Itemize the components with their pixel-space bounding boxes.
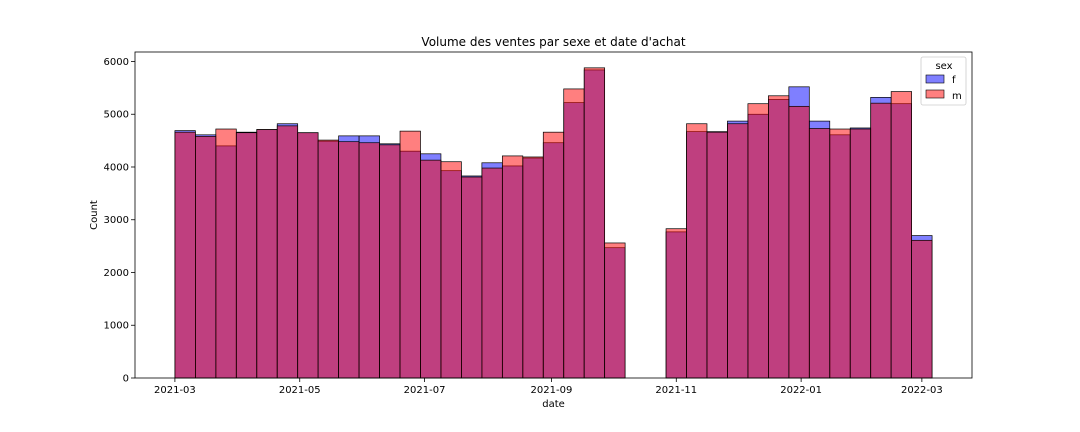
bar-m-2021-08-28 [542, 131, 565, 379]
bar-m-2022-01-25 [849, 128, 872, 379]
chart-title: Volume des ventes par sexe et date d'ach… [421, 35, 685, 49]
bar-m-2021-07-09 [440, 161, 462, 379]
y-tick-label-5: 5000 [104, 110, 129, 121]
bar-m-2021-06-19 [399, 130, 421, 379]
bar-m-2021-12-06 [747, 103, 769, 379]
y-tick-label-2: 2000 [104, 268, 129, 279]
legend-label-f: f [952, 75, 956, 86]
bar-m-2021-07-19 [461, 176, 483, 379]
y-tick-label-3: 3000 [104, 215, 129, 226]
x-axis: 2021-03 2021-05 2021-07 2021-09 2021-11 2022-… [154, 378, 943, 396]
bar-m-2021-04-30 [297, 132, 319, 379]
x-tick-label-2: 2021-07 [404, 385, 446, 396]
bar-m-2021-09-07 [563, 88, 585, 379]
legend-label-m: m [952, 91, 962, 102]
x-tick-label-1: 2021-05 [279, 385, 321, 396]
bar-m-2021-12-16 [768, 95, 790, 379]
y-axis-label: Count [89, 200, 100, 230]
bar-m-2022-02-24 [911, 239, 933, 379]
x-axis-label: date [542, 399, 565, 410]
bar-m-2021-06-29 [420, 159, 442, 379]
legend: sex f m [920, 56, 967, 106]
bar-m-2021-05-30 [358, 142, 380, 379]
plot-frame [134, 51, 973, 379]
y-tick-label-1: 1000 [104, 321, 129, 332]
bar-m-2022-01-05 [808, 128, 831, 379]
bar-m-2022-02-14 [890, 91, 912, 379]
x-tick-label-4: 2021-11 [655, 385, 697, 396]
bar-m-2021-09-27 [604, 242, 626, 379]
bar-m-2021-07-29 [481, 167, 503, 379]
bars-layer [174, 67, 933, 379]
bar-m-2021-08-08 [501, 155, 524, 379]
x-tick-label-6: 2022-03 [901, 385, 943, 396]
bar-m-2021-06-09 [379, 144, 401, 379]
bar-m-2021-09-17 [583, 67, 606, 379]
y-tick-label-0: 0 [123, 374, 129, 385]
x-tick-label-0: 2021-03 [154, 385, 196, 396]
bar-m-2021-05-10 [317, 139, 339, 379]
x-tick-label-5: 2022-01 [780, 385, 822, 396]
bar-m-2021-12-26 [788, 105, 810, 379]
x-tick-label-3: 2021-09 [531, 385, 573, 396]
y-axis: 0 1000 2000 3000 4000 5000 6000 [104, 57, 135, 385]
legend-title: sex [935, 61, 952, 72]
bar-m-2021-05-20 [338, 141, 360, 379]
y-tick-label-6: 6000 [104, 57, 129, 68]
bar-m-2021-03-21 [215, 128, 237, 379]
bar-m-2021-10-27 [665, 228, 687, 379]
bar-m-2021-03-11 [195, 136, 217, 379]
bar-m-2021-08-18 [522, 156, 544, 379]
bar-m-2021-04-20 [276, 125, 299, 379]
bar-m-2021-11-16 [706, 131, 728, 379]
bar-m-2021-11-26 [727, 123, 749, 379]
bar-m-2021-03-01 [174, 131, 196, 379]
y-tick-label-4: 4000 [104, 162, 129, 173]
bar-m-2021-03-31 [235, 132, 258, 379]
bar-m-2021-04-10 [256, 129, 278, 379]
legend-swatch-m [925, 89, 945, 99]
bar-m-2022-02-04 [870, 102, 892, 379]
legend-swatch-f [925, 74, 945, 84]
bar-m-2022-01-15 [829, 128, 851, 379]
bar-m-2021-11-06 [686, 123, 708, 379]
